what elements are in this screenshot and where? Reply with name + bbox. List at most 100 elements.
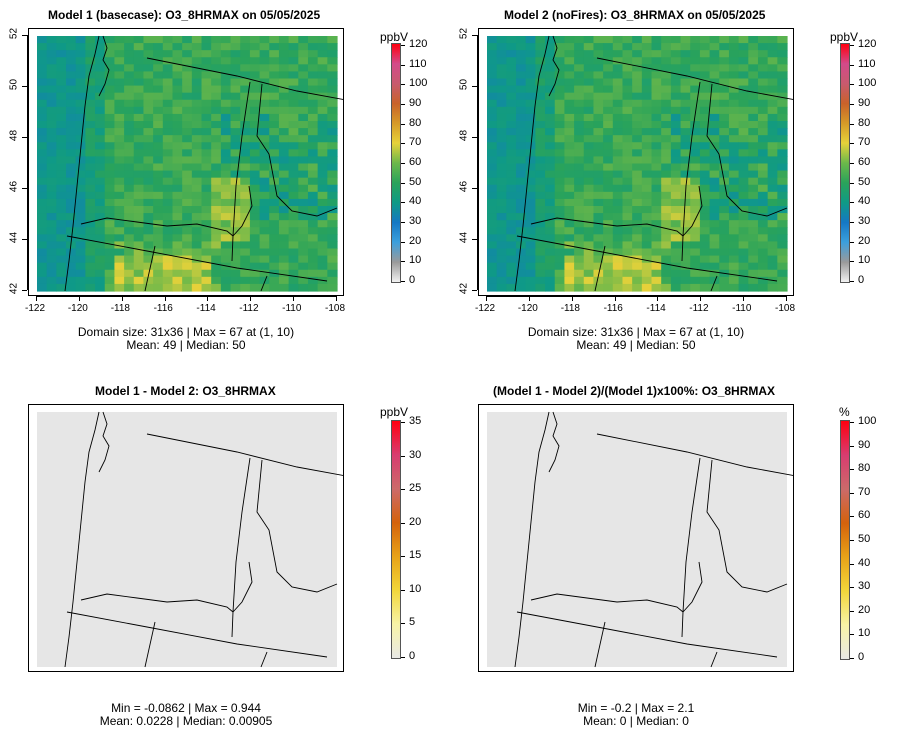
state-border [530,593,684,638]
colorbar-tick-label: 60 [858,156,871,168]
colorbar-tick-label: 100 [409,77,428,90]
colorbar-tick-mark [850,658,854,659]
x-tick-label: -122 [25,303,46,314]
domain-stats: Domain size: 31x36 | Max = 67 at (1, 10) [77,325,295,339]
colorbar-tick-mark [401,261,405,263]
colorbar-tick-mark [850,610,854,612]
colorbar-tick-mark [401,45,405,46]
y-tick-mark [472,188,477,189]
state-border [146,433,343,476]
state-border [144,621,156,668]
state-border [548,35,560,97]
colorbar-tick-mark [850,516,854,518]
y-tick-label: 44 [8,231,20,244]
y-tick-label: 50 [458,78,470,91]
colorbar-unit: ppbV [380,30,409,44]
colorbar-tick-label: 25 [409,482,422,495]
colorbar-tick-label: 40 [858,195,871,208]
colorbar-tick-mark [850,563,854,565]
colorbar-tick-mark [401,623,405,625]
map-frame [478,28,794,296]
y-tick-mark [22,86,27,87]
colorbar-tick-label: 80 [858,116,871,129]
colorbar-tick-mark [401,241,405,243]
colorbar-tick-mark [850,422,854,423]
state-border [530,217,684,262]
state-border [516,235,778,282]
y-tick-label: 50 [8,78,20,91]
state-border [596,57,793,100]
min-max-stats: Min = -0.2 | Max = 2.1 [577,701,695,715]
colorbar-tick-label: 70 [409,136,422,149]
state-border [706,459,788,593]
y-tick-mark [472,86,477,87]
colorbar-tick-mark [401,163,405,164]
colorbar-tick-mark [401,123,405,125]
x-tick-mark [207,296,209,301]
colorbar-tick-label: 0 [858,651,865,663]
difference-map [37,411,343,668]
y-tick-mark [472,35,477,36]
x-tick-label: -112 [239,303,259,314]
state-border [80,593,234,638]
x-tick-mark [614,296,616,301]
colorbar-tick-mark [850,45,854,46]
y-tick-mark [472,137,477,138]
colorbar-tick-mark [401,143,405,145]
colorbar-unit: % [839,405,850,419]
state-border [98,35,110,97]
colorbar-tick-mark [850,241,854,243]
x-tick-mark [164,296,166,301]
map-frame [478,404,794,672]
colorbar-tick-label: 80 [858,462,871,475]
state-border [146,57,343,100]
colorbar-tick-label: 70 [858,136,871,149]
colorbar-tick-label: 60 [858,509,871,522]
percent-difference-map [487,411,793,668]
x-axis-line [486,296,786,297]
state-border [232,185,253,237]
state-border [514,411,550,668]
colorbar-tick-label: 0 [409,274,416,286]
x-tick-label: -118 [560,303,580,314]
ozone-map [487,35,793,292]
colorbar-tick-label: 15 [409,549,422,562]
colorbar-tick-label: 40 [409,195,422,208]
state-border [98,411,110,473]
colorbar-tick-label: 10 [409,254,422,267]
x-tick-label: -118 [110,303,130,314]
state-border [260,275,268,292]
colorbar-tick-label: 90 [409,97,422,109]
y-tick-label: 52 [8,27,20,40]
colorbar-tick-label: 50 [409,175,422,188]
state-border [80,217,234,262]
state-border [256,83,338,217]
colorbar-tick-label: 70 [858,485,871,498]
x-tick-label: -114 [196,303,216,314]
colorbar-tick-label: 10 [858,627,871,640]
colorbar-tick-mark [401,84,405,86]
colorbar-tick-label: 100 [858,77,877,90]
y-tick-label: 52 [458,27,470,40]
panel-title: (Model 1 - Model 2)/(Model 1)x100%: O3_8… [493,384,776,398]
colorbar-tick-mark [850,64,854,66]
x-tick-mark [486,296,487,301]
colorbar-tick-mark [401,455,405,457]
state-border [706,83,788,217]
colorbar-tick-label: 20 [858,234,871,247]
x-tick-label: -110 [732,303,752,314]
colorbar-tick-label: 30 [858,580,871,593]
y-tick-mark [22,137,27,138]
y-tick-mark [472,290,477,291]
colorbar [391,43,401,283]
y-axis-line [27,35,28,290]
colorbar-tick-mark [850,281,854,282]
map-frame [28,404,344,672]
colorbar-tick-mark [850,104,854,105]
colorbar-tick-mark [401,104,405,105]
y-tick-label: 42 [458,282,470,295]
ozone-map [37,35,343,292]
colorbar-tick-mark [850,84,854,86]
colorbar-tick-mark [401,522,405,524]
y-tick-mark [22,239,27,240]
